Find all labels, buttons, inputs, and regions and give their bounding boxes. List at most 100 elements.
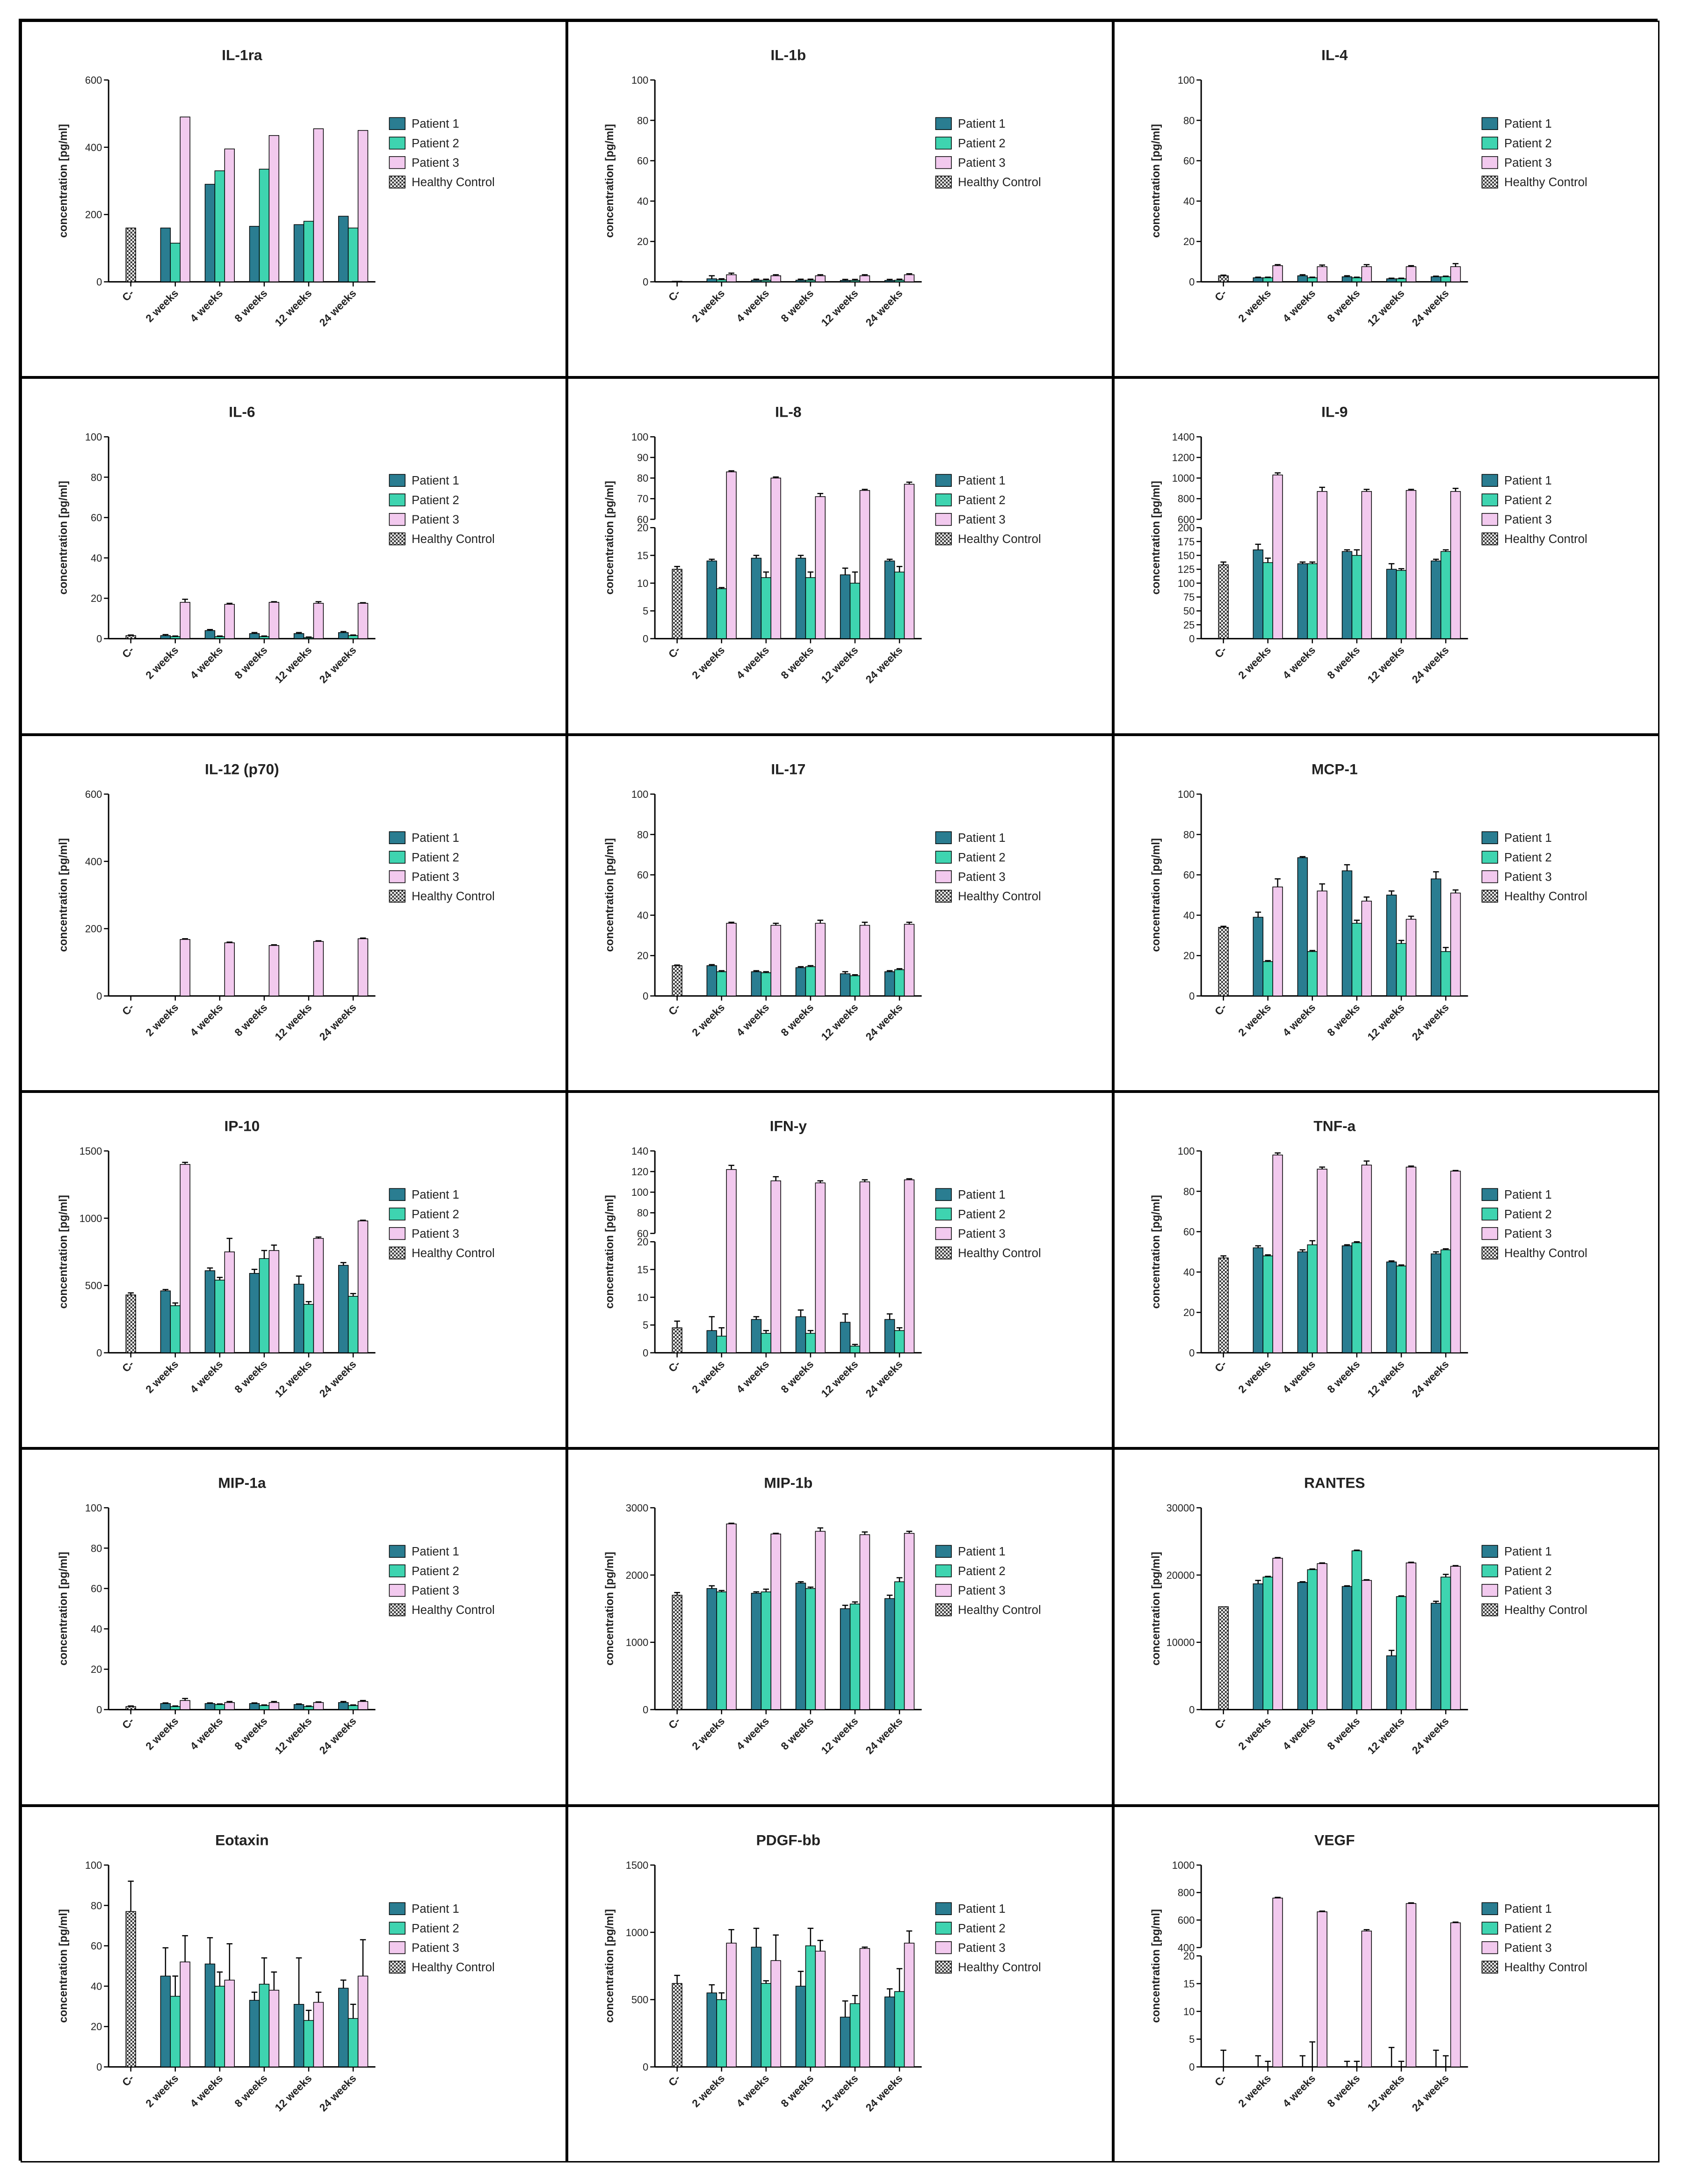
- legend-swatch-1: [935, 1545, 952, 1558]
- x-tick-label: 8 weeks: [1325, 287, 1362, 325]
- x-tick-label: 2 weeks: [143, 2072, 181, 2109]
- chart-title: IL-1b: [770, 46, 806, 63]
- legend-swatch-1: [389, 1188, 406, 1201]
- bar-patient-3: [770, 1533, 781, 1710]
- bar-patient-2: [348, 635, 359, 639]
- y-tick-label: 90: [637, 452, 648, 463]
- bar-patient-2: [348, 1705, 359, 1710]
- legend-label: Patient 1: [412, 1902, 459, 1916]
- bar-patient-3: [1317, 266, 1327, 282]
- bar-patient-3: [1450, 1566, 1461, 1710]
- x-tick-label: 2 weeks: [689, 644, 727, 681]
- bar-patient-1: [1386, 278, 1397, 282]
- bar-patient-3: [224, 604, 235, 639]
- bar-patient-2: [303, 1304, 314, 1353]
- x-tick-label: 24 weeks: [317, 644, 358, 686]
- y-tick-label: 20: [1183, 1950, 1195, 1962]
- bar-patient-2: [716, 1999, 727, 2067]
- bar-patient-1: [1386, 569, 1397, 639]
- bar-patient-1: [1430, 561, 1442, 639]
- y-tick-label: 0: [96, 2061, 102, 2073]
- legend-label: Healthy Control: [958, 176, 1041, 189]
- chart-panel-mcp1: MCP-1 concentration [pg/ml] 0 20 40 60 80 100 C-…: [1113, 734, 1659, 1092]
- x-tick-label: 2 weeks: [1236, 1715, 1273, 1752]
- bar-patient-2: [805, 280, 816, 282]
- chart-il12: IL-12 (p70) concentration [pg/ml] 0 200 400 6…: [57, 760, 495, 1042]
- y-tick-label: 200: [85, 923, 102, 934]
- y-tick-label: 0: [643, 633, 648, 645]
- bar-patient-2: [1396, 943, 1407, 996]
- bar-patient-3: [180, 1700, 190, 1710]
- y-tick-label: 40: [1183, 1266, 1195, 1278]
- bar-patient-1: [1253, 277, 1264, 282]
- bar-patient-2: [1440, 1249, 1451, 1353]
- bar-patient-1: [1253, 550, 1264, 639]
- x-tick-label: 8 weeks: [1325, 1001, 1362, 1038]
- bar-patient-1: [293, 1284, 304, 1353]
- x-tick-label: 4 weeks: [1280, 1715, 1318, 1752]
- legend-label: Healthy Control: [412, 176, 495, 189]
- legend-swatch-1: [1481, 117, 1498, 130]
- y-tick-label: 1000: [626, 1926, 649, 1938]
- bar-patient-2: [259, 1983, 270, 2067]
- y-tick-label: 0: [96, 1347, 102, 1359]
- bar-patient-1: [840, 973, 851, 996]
- chart-eotaxin: Eotaxin concentration [pg/ml] 0 20 40 60 80 100…: [57, 1831, 495, 2113]
- chart-pdgfbb: PDGF-bb concentration [pg/ml] 0 500 1000 1500…: [603, 1831, 1041, 2113]
- y-tick-label: 5: [1189, 2033, 1195, 2045]
- chart-title: IL-6: [229, 404, 255, 420]
- bar-healthy-control: [125, 635, 136, 639]
- y-axis-label: concentration [pg/ml]: [603, 1909, 616, 2023]
- legend-label: Patient 1: [412, 117, 459, 130]
- x-tick-label: 12 weeks: [1365, 644, 1406, 686]
- bar-patient-1: [884, 1319, 895, 1353]
- y-tick-label: 1000: [626, 1637, 649, 1649]
- chart-il9: IL-9 concentration [pg/ml] 0 25 50 75 100 125 15…: [1150, 404, 1587, 686]
- y-tick-label: 0: [1189, 1347, 1195, 1359]
- bar-patient-2: [805, 966, 816, 996]
- y-tick-label: 10: [637, 578, 648, 589]
- legend-label: Patient 1: [412, 1188, 459, 1201]
- bar-patient-2: [805, 1945, 816, 2067]
- x-tick-label: 4 weeks: [1280, 1001, 1318, 1038]
- bar-healthy-control: [672, 1327, 682, 1353]
- bar-patient-1: [1430, 1253, 1442, 1353]
- y-tick-label: 0: [643, 2061, 648, 2073]
- bar-patient-3: [1361, 266, 1372, 282]
- bar-patient-2: [170, 243, 181, 282]
- bar-patient-2: [716, 971, 727, 996]
- legend-swatch-3: [935, 1941, 952, 1954]
- x-tick-label: C-: [120, 287, 136, 304]
- bar-patient-2: [259, 1705, 270, 1710]
- legend-swatch-4: [389, 1246, 406, 1259]
- y-tick-label: 15: [637, 550, 648, 562]
- bar-patient-1: [751, 1593, 762, 1710]
- bar-patient-2: [259, 1258, 270, 1353]
- x-tick-label: C-: [1212, 1715, 1229, 1731]
- y-tick-label: 0: [96, 990, 102, 1002]
- bar-patient-3: [180, 116, 190, 282]
- bar-patient-2: [1351, 923, 1362, 996]
- x-tick-label: 2 weeks: [689, 1001, 727, 1038]
- bar-patient-2: [1440, 276, 1451, 282]
- chart-panel-mip1a: MIP-1a concentration [pg/ml] 0 20 40 60 80 100 C…: [21, 1448, 567, 1806]
- x-tick-label: 4 weeks: [1280, 644, 1318, 681]
- bar-patient-3: [357, 1220, 369, 1353]
- bar-patient-3: [1406, 266, 1417, 282]
- chart-title: MIP-1b: [764, 1475, 812, 1491]
- bar-patient-2: [170, 1706, 181, 1710]
- chart-panel-ip10: IP-10 concentration [pg/ml] 0 500 1000 1500 C-…: [21, 1092, 567, 1449]
- bar-patient-1: [1297, 563, 1308, 639]
- legend-swatch-3: [389, 513, 406, 526]
- bar-patient-1: [840, 1608, 851, 1710]
- legend-label: Patient 3: [412, 1584, 459, 1598]
- legend-swatch-4: [935, 532, 952, 546]
- legend-swatch-2: [935, 1208, 952, 1221]
- figure-grid: IL-1ra concentration [pg/ml] 0 200 400 600 C- 2…: [19, 19, 1659, 2162]
- bar-patient-3: [859, 925, 870, 996]
- bar-patient-1: [1253, 917, 1264, 996]
- chart-panel-pdgfbb: PDGF-bb concentration [pg/ml] 0 500 1000 1500…: [567, 1805, 1113, 2162]
- chart-title: VEGF: [1314, 1831, 1355, 1848]
- legend-label: Healthy Control: [1504, 890, 1587, 903]
- bar-patient-2: [1396, 278, 1407, 282]
